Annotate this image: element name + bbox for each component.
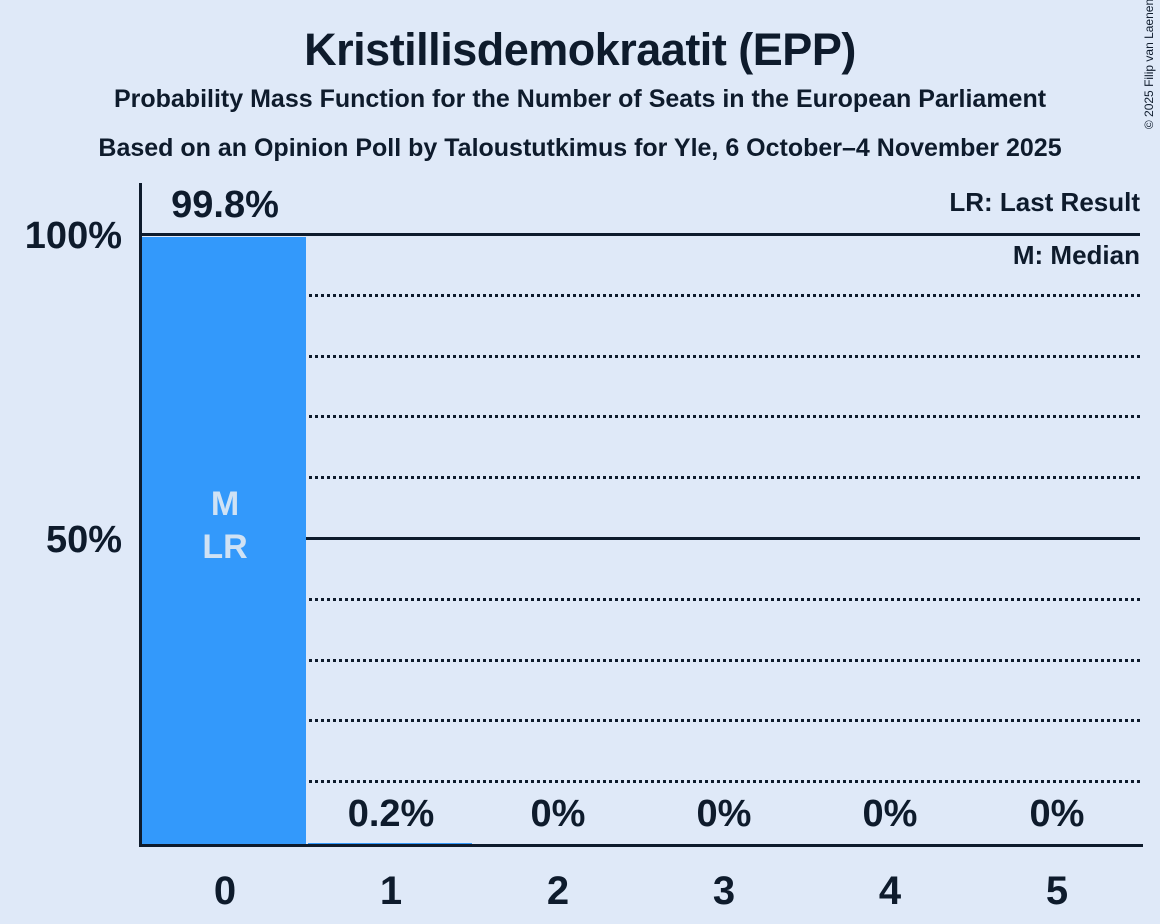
value-label-seats-2: 0% bbox=[530, 793, 586, 835]
bar-annotation-median-last-result: M LR bbox=[202, 485, 248, 566]
bar-seats-1 bbox=[308, 843, 472, 844]
major-gridline-50pct bbox=[142, 537, 1140, 540]
y-axis-line bbox=[139, 183, 142, 847]
x-tick-label-4: 4 bbox=[878, 869, 902, 913]
gridline-10pct bbox=[142, 780, 1140, 784]
chart-source-line: Based on an Opinion Poll by Taloustutkim… bbox=[98, 134, 1062, 162]
x-tick-label-3: 3 bbox=[712, 869, 736, 913]
value-label-seats-5: 0% bbox=[1029, 793, 1085, 835]
x-tick-label-5: 5 bbox=[1045, 869, 1069, 913]
value-label-seats-3: 0% bbox=[696, 793, 752, 835]
y-tick-label-50pct: 50% bbox=[45, 519, 122, 561]
gridline-20pct bbox=[142, 719, 1140, 723]
x-tick-label-1: 1 bbox=[379, 869, 403, 913]
value-label-seats-0: 99.8% bbox=[171, 184, 279, 226]
chart-title: Kristillisdemokraatit (EPP) bbox=[304, 24, 856, 75]
chart-subtitle: Probability Mass Function for the Number… bbox=[113, 85, 1047, 113]
bar-seats-0 bbox=[142, 237, 306, 844]
plot-area: 99.8% 0.2% 0% 0% 0% 0% M LR bbox=[142, 183, 1140, 844]
gridline-80pct bbox=[142, 354, 1140, 358]
legend-last-result: LR: Last Result bbox=[949, 187, 1140, 217]
legend-median: M: Median bbox=[1012, 240, 1140, 270]
major-gridline-100pct bbox=[142, 233, 1140, 236]
copyright-notice: © 2025 Filip van Laenen bbox=[1142, 0, 1156, 130]
x-axis-line bbox=[139, 844, 1143, 847]
x-tick-label-2: 2 bbox=[546, 869, 570, 913]
gridline-90pct bbox=[142, 293, 1140, 297]
value-label-seats-1: 0.2% bbox=[347, 793, 435, 835]
x-tick-label-0: 0 bbox=[213, 869, 237, 913]
gridline-40pct bbox=[142, 597, 1140, 601]
value-label-seats-4: 0% bbox=[862, 793, 918, 835]
gridline-30pct bbox=[142, 658, 1140, 662]
gridline-70pct bbox=[142, 415, 1140, 419]
gridline-60pct bbox=[142, 476, 1140, 480]
y-tick-label-100pct: 100% bbox=[24, 215, 122, 257]
